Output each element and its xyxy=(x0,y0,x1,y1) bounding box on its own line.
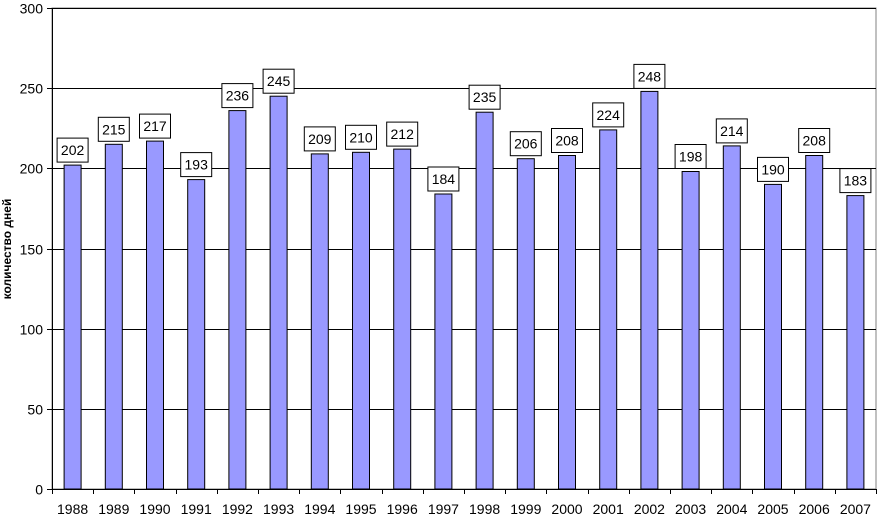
bar-1997 xyxy=(434,193,453,490)
value-label-box xyxy=(715,118,748,144)
value-label-1995: 210 xyxy=(349,129,373,145)
value-label-box xyxy=(468,84,501,110)
x-tick-label-1994: 1994 xyxy=(304,501,335,517)
x-tick-label-2005: 2005 xyxy=(757,501,788,517)
value-label-box xyxy=(56,137,89,163)
value-label-box xyxy=(386,121,419,147)
value-label-1988: 202 xyxy=(61,142,85,158)
x-tick-label-2006: 2006 xyxy=(799,501,830,517)
y-tick-label: 100 xyxy=(20,322,44,338)
plot-area xyxy=(51,7,877,490)
value-label-2005: 190 xyxy=(761,161,785,177)
bar-2005 xyxy=(764,183,782,490)
axes: 0 50 100 150 200 250 300 1988 1989 1990 1991 1992 19… xyxy=(20,1,877,517)
x-tick-label-1995: 1995 xyxy=(345,501,376,517)
value-label-box xyxy=(509,131,542,157)
bar-2004 xyxy=(722,145,741,490)
y-tick-label: 50 xyxy=(27,402,43,418)
value-label-box xyxy=(139,113,171,139)
bar-2006 xyxy=(805,155,824,490)
bar-1991 xyxy=(187,179,206,490)
value-label-1994: 209 xyxy=(308,131,332,147)
value-label-box xyxy=(221,83,254,109)
value-label-box xyxy=(839,168,872,194)
value-label-box xyxy=(674,144,707,169)
value-label-2006: 208 xyxy=(803,133,827,149)
value-label-1989: 215 xyxy=(102,121,126,137)
x-tick-label-1991: 1991 xyxy=(181,501,212,517)
bar-1988 xyxy=(63,164,82,490)
value-label-2000: 208 xyxy=(555,133,579,149)
value-label-box xyxy=(798,128,831,153)
bar-2000 xyxy=(558,155,576,490)
value-label-box xyxy=(262,68,295,94)
bar-1995 xyxy=(352,151,370,490)
value-label-box xyxy=(303,126,336,152)
value-label-box xyxy=(345,124,377,150)
bar-1994 xyxy=(310,153,329,490)
x-tick-label-1989: 1989 xyxy=(98,501,129,517)
x-tick-label-2007: 2007 xyxy=(840,501,871,517)
y-tick-label: 300 xyxy=(20,1,44,17)
bar-2001 xyxy=(599,129,618,490)
y-tick-label: 200 xyxy=(20,161,44,177)
bar-1996 xyxy=(393,148,412,490)
value-labels: 202 215 217 193 236 245 209 210 212 184 235 206 208 2… xyxy=(56,63,872,194)
x-tick-label-1999: 1999 xyxy=(510,501,541,517)
value-label-1993: 245 xyxy=(267,73,291,89)
bars xyxy=(63,90,865,490)
bar-2003 xyxy=(681,171,700,490)
bar-2002 xyxy=(640,90,659,490)
value-label-2007: 183 xyxy=(844,173,868,189)
value-label-2004: 214 xyxy=(720,123,744,139)
value-label-box xyxy=(427,166,460,192)
value-label-1997: 184 xyxy=(432,171,456,187)
x-tick-label-1992: 1992 xyxy=(222,501,253,517)
x-tick-label-2001: 2001 xyxy=(593,501,624,517)
gridlines xyxy=(51,7,877,490)
value-label-1992: 236 xyxy=(226,88,250,104)
x-tick-label-1988: 1988 xyxy=(57,501,88,517)
x-tick-label-1998: 1998 xyxy=(469,501,500,517)
bar-1999 xyxy=(516,158,535,490)
bar-1998 xyxy=(475,111,494,490)
value-label-box xyxy=(757,156,789,182)
x-tick-label-2000: 2000 xyxy=(551,501,582,517)
x-tick-label-1997: 1997 xyxy=(428,501,459,517)
value-label-1991: 193 xyxy=(185,157,209,173)
value-label-box xyxy=(180,152,213,178)
value-label-box xyxy=(551,128,583,153)
x-tick-label-2003: 2003 xyxy=(675,501,706,517)
value-label-1990: 217 xyxy=(143,118,167,134)
y-tick-label: 0 xyxy=(35,482,43,498)
value-label-1998: 235 xyxy=(473,89,497,105)
x-tick-label-1990: 1990 xyxy=(139,501,170,517)
x-tick-label-2004: 2004 xyxy=(716,501,747,517)
value-label-1996: 212 xyxy=(391,126,415,142)
bar-2007 xyxy=(846,195,865,490)
x-tick-label-2002: 2002 xyxy=(634,501,665,517)
bar-1992 xyxy=(228,110,247,490)
y-tick-label: 150 xyxy=(20,242,44,258)
value-label-box xyxy=(97,116,130,142)
y-axis-title: количество дней xyxy=(0,199,14,300)
value-label-2003: 198 xyxy=(679,149,703,165)
x-tick-label-1993: 1993 xyxy=(263,501,294,517)
y-tick-label: 250 xyxy=(20,81,44,97)
bar-1990 xyxy=(146,140,164,490)
value-label-box xyxy=(633,63,666,89)
value-label-box xyxy=(592,102,625,128)
value-label-2002: 248 xyxy=(638,68,662,84)
value-label-1999: 206 xyxy=(514,136,538,152)
bar-1993 xyxy=(269,95,288,490)
value-label-2001: 224 xyxy=(597,107,621,123)
x-tick-label-1996: 1996 xyxy=(387,501,418,517)
bar-1989 xyxy=(104,143,123,490)
